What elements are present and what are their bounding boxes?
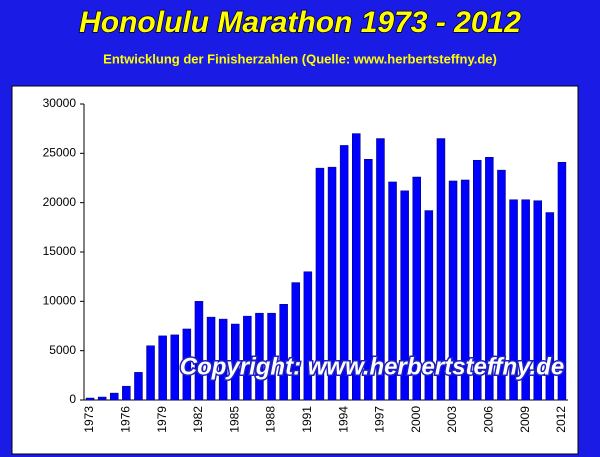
x-tick-label: 1982 (191, 406, 205, 433)
bar (255, 312, 264, 401)
x-tick-label: 1997 (373, 406, 387, 433)
bar (170, 334, 179, 401)
bar (473, 159, 482, 401)
x-tick-label: 1976 (119, 406, 133, 433)
bar (557, 161, 567, 401)
bar (388, 181, 397, 401)
bar (85, 397, 95, 401)
chart-title: Honolulu Marathon 1973 - 2012 (79, 6, 521, 39)
x-tick-label: 2012 (554, 406, 568, 433)
x-tick-label: 1973 (82, 406, 96, 433)
bar (376, 138, 385, 401)
watermark: Copyright: www.herbertsteffny.de (180, 353, 564, 380)
bar (267, 312, 276, 401)
bar (110, 392, 119, 401)
x-tick-label: 1988 (264, 406, 278, 433)
bar (182, 328, 192, 401)
bar (424, 210, 434, 401)
bar (206, 316, 216, 401)
bar (218, 318, 228, 401)
bar (448, 180, 458, 401)
bar (545, 212, 555, 401)
bar (243, 315, 252, 401)
bar (315, 167, 325, 401)
bar (279, 304, 288, 401)
bar (460, 179, 470, 401)
bar (364, 159, 373, 401)
y-tick-label: 15000 (43, 244, 77, 258)
bar (509, 199, 518, 401)
y-tick-label: 30000 (43, 96, 77, 110)
bar (97, 396, 107, 401)
bar (303, 271, 313, 401)
bar (436, 138, 446, 401)
bar (134, 372, 143, 401)
x-tick-label: 1979 (155, 406, 169, 433)
bar (231, 323, 240, 401)
y-tick-label: 25000 (43, 146, 77, 160)
x-tick-label: 2009 (518, 406, 532, 433)
x-tick-label: 1994 (336, 406, 350, 433)
bar (291, 282, 300, 401)
bar (122, 385, 131, 401)
x-tick-label: 2000 (409, 406, 423, 433)
bar (339, 145, 349, 401)
y-tick-label: 20000 (43, 195, 77, 209)
bar (497, 169, 506, 401)
x-tick-label: 2006 (482, 406, 496, 433)
x-tick-label: 1985 (227, 406, 241, 433)
bar (352, 133, 361, 401)
y-tick-label: 5000 (49, 343, 76, 357)
bar (485, 157, 494, 401)
y-tick-label: 10000 (43, 294, 77, 308)
x-tick-label: 1991 (300, 406, 314, 433)
bar (146, 345, 155, 401)
bar (327, 166, 337, 401)
y-tick-label: 0 (69, 392, 76, 406)
bar (533, 200, 542, 401)
chart-subtitle: Entwicklung der Finisherzahlen (Quelle: … (103, 51, 497, 66)
bar (412, 176, 421, 401)
bar (521, 199, 530, 401)
x-tick-label: 2003 (445, 406, 459, 433)
bar (158, 335, 167, 401)
bar (194, 301, 204, 401)
bar (400, 190, 409, 401)
